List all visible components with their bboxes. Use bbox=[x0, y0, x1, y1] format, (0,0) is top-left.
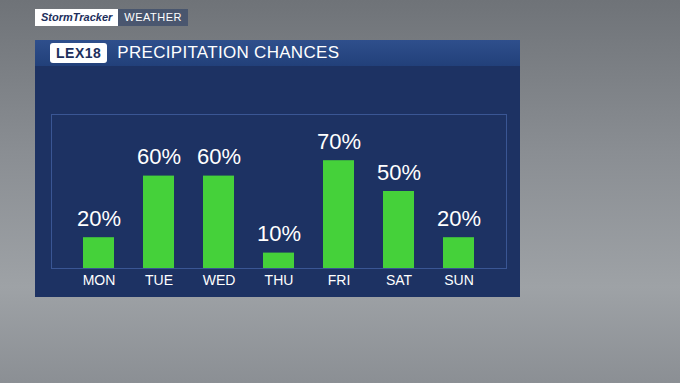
html-text:LEX18: LEX18 bbox=[56, 45, 102, 61]
svg-text:FRI: FRI bbox=[328, 272, 351, 288]
svg-text:WED: WED bbox=[203, 272, 236, 288]
svg-text:20%: 20% bbox=[77, 206, 121, 231]
svg-text:10%: 10% bbox=[257, 221, 301, 246]
html-text:WEATHER: WEATHER bbox=[124, 11, 182, 23]
svg-text:60%: 60% bbox=[197, 144, 241, 169]
html-text:PRECIPITATION CHANCES: PRECIPITATION CHANCES bbox=[117, 43, 340, 62]
svg-text:SAT: SAT bbox=[386, 272, 413, 288]
svg-text:50%: 50% bbox=[377, 160, 421, 185]
svg-text:TUE: TUE bbox=[145, 272, 173, 288]
svg-text:SUN: SUN bbox=[444, 272, 474, 288]
svg-text:70%: 70% bbox=[317, 129, 361, 154]
svg-text:60%: 60% bbox=[137, 144, 181, 169]
html-text:StormTracker: StormTracker bbox=[41, 11, 113, 23]
svg-text:THU: THU bbox=[265, 272, 294, 288]
svg-text:20%: 20% bbox=[437, 206, 481, 231]
svg-text:MON: MON bbox=[83, 272, 116, 288]
